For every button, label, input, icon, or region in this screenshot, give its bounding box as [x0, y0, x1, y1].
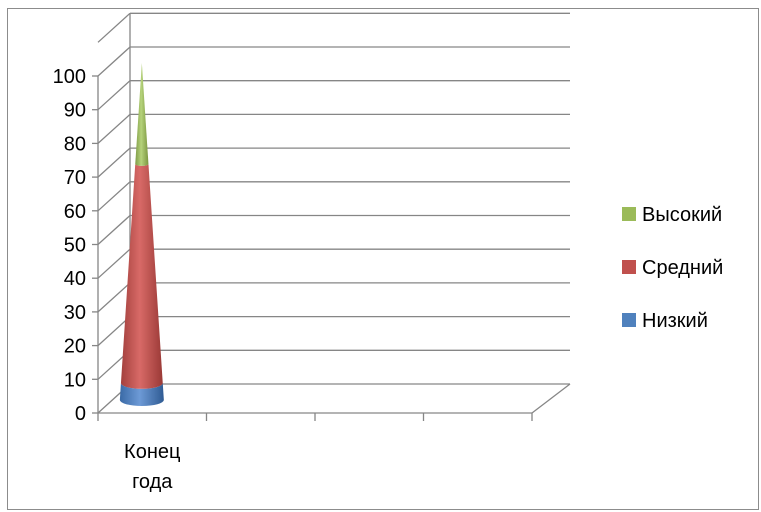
y-tick-label: 70 [64, 167, 86, 189]
y-tick-label: 50 [64, 235, 86, 257]
gridline-side [97, 80, 131, 111]
cone-bars [119, 62, 164, 406]
y-tick-label: 60 [64, 201, 86, 223]
x-category-labels: Конец года [124, 441, 180, 493]
legend-label: Средний [642, 257, 723, 279]
gridline-side [97, 113, 131, 144]
gridline-side [97, 181, 131, 212]
y-tick-label: 20 [64, 336, 86, 358]
floor-right-edge [531, 383, 571, 414]
gridline-side [97, 46, 131, 77]
cone-segment-Высокий [135, 62, 149, 166]
legend-label: Низкий [642, 310, 708, 332]
legend-swatch [622, 260, 636, 274]
y-tick-label: 100 [53, 66, 86, 88]
gridline-side [97, 248, 131, 279]
y-tick-label: 30 [64, 302, 86, 324]
gridlines [97, 12, 570, 414]
y-tick-label: 90 [64, 100, 86, 122]
gridline-side [97, 282, 131, 313]
gridline-side [97, 12, 131, 43]
x-category-label: Конец года [124, 441, 180, 493]
y-tick-label: 10 [64, 369, 86, 391]
gridline-side [97, 215, 131, 245]
legend-swatch [622, 207, 636, 221]
cone-segment-Средний [120, 164, 163, 389]
axes [92, 13, 571, 421]
y-tick-label: 40 [64, 268, 86, 290]
legend-label: Высокий [642, 204, 722, 226]
legend-swatch [622, 313, 636, 327]
gridline-side [97, 147, 131, 178]
cone-segment-Низкий [119, 383, 164, 406]
gridline-side [97, 316, 131, 347]
legend: Высокий Средний Низкий [622, 204, 723, 332]
y-tick-label: 0 [75, 403, 86, 425]
y-tick-labels: 0 10 20 30 40 50 60 70 80 90 100 [53, 66, 86, 425]
y-tick-label: 80 [64, 133, 86, 155]
